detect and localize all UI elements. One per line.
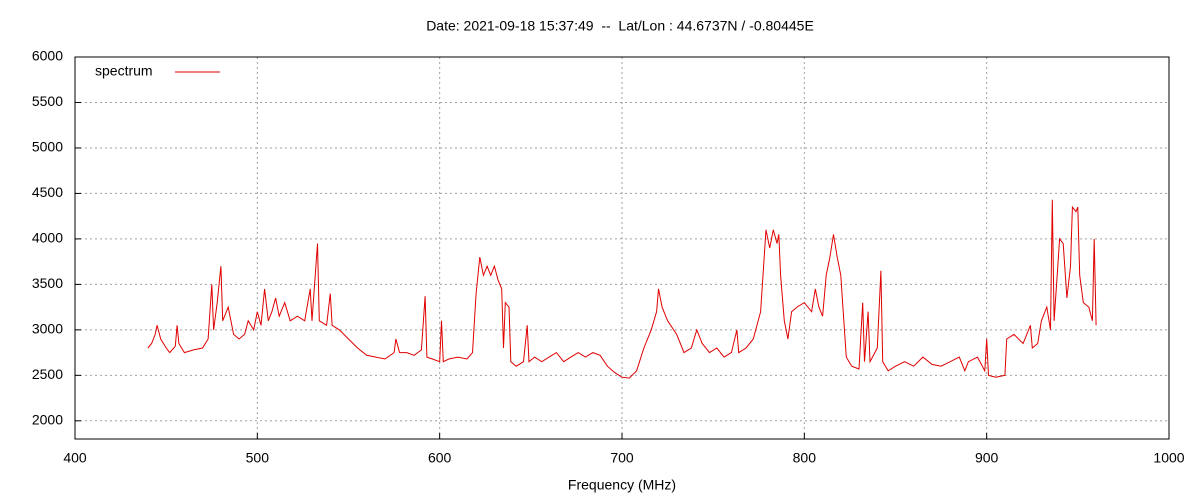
y-tick-label: 5000: [32, 139, 63, 155]
x-tick-label: 1000: [1153, 450, 1184, 466]
y-tick-label: 4000: [32, 230, 63, 246]
x-tick-label: 600: [428, 450, 452, 466]
x-tick-label: 700: [610, 450, 634, 466]
x-tick-label: 900: [975, 450, 999, 466]
plot-frame: [74, 56, 1170, 440]
data-line: [147, 199, 1097, 379]
legend-label: spectrum: [95, 63, 153, 79]
x-tick-label: 400: [63, 450, 87, 466]
chart-title: Date: 2021-09-18 15:37:49 -- Lat/Lon : 4…: [426, 18, 814, 34]
y-tick-label: 6000: [32, 48, 63, 64]
y-tick-label: 2000: [32, 412, 63, 428]
y-tick-label: 5500: [32, 93, 63, 109]
y-tick-label: 3000: [32, 321, 63, 337]
y-tick-label: 4500: [32, 184, 63, 200]
y-tick-label: 2500: [32, 366, 63, 382]
y-tick-label: 3500: [32, 275, 63, 291]
x-tick-label: 800: [793, 450, 817, 466]
x-axis-label: Frequency (MHz): [568, 477, 676, 493]
x-tick-label: 500: [246, 450, 270, 466]
